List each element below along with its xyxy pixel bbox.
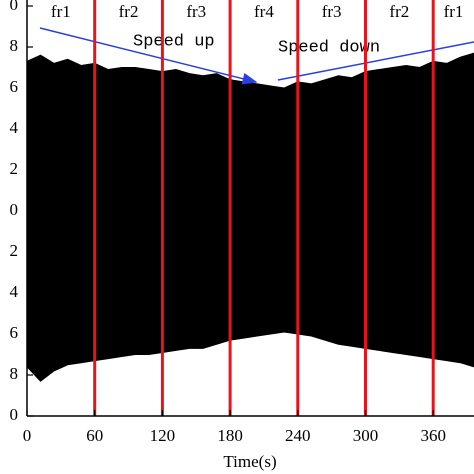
segment-label: fr2 — [389, 2, 409, 21]
arrow — [277, 41, 474, 81]
y-tick-label: 6 — [10, 77, 19, 96]
y-tick-label: 8 — [10, 364, 19, 383]
segment-label: fr2 — [119, 2, 139, 21]
y-tick-label: 2 — [10, 159, 19, 178]
x-tick-label: 0 — [23, 426, 32, 445]
y-tick-label: 6 — [10, 323, 19, 342]
y-tick-label: 0 — [10, 0, 19, 14]
y-tick-label: 0 — [10, 200, 19, 219]
annotation: Speed up — [133, 32, 215, 51]
x-tick-label: 300 — [353, 426, 379, 445]
x-axis-label: Time(s) — [223, 452, 276, 471]
y-tick-label: 4 — [10, 118, 19, 137]
x-tick-label: 120 — [150, 426, 176, 445]
x-tick-label: 360 — [420, 426, 446, 445]
segment-label: fr3 — [322, 2, 342, 21]
x-tick-label: 60 — [86, 426, 103, 445]
segment-label: fr4 — [254, 2, 274, 21]
arrow — [39, 27, 258, 85]
y-tick-label: 8 — [10, 36, 19, 55]
segment-label: fr3 — [186, 2, 206, 21]
segment-label: fr1 — [51, 2, 71, 21]
x-tick-label: 180 — [217, 426, 243, 445]
x-tick-label: 240 — [285, 426, 311, 445]
y-tick-label: 0 — [10, 405, 19, 424]
y-tick-label: 2 — [10, 241, 19, 260]
annotation: Speed down — [278, 38, 380, 57]
y-tick-label: 4 — [10, 282, 19, 301]
segment-label: fr1 — [444, 2, 464, 21]
